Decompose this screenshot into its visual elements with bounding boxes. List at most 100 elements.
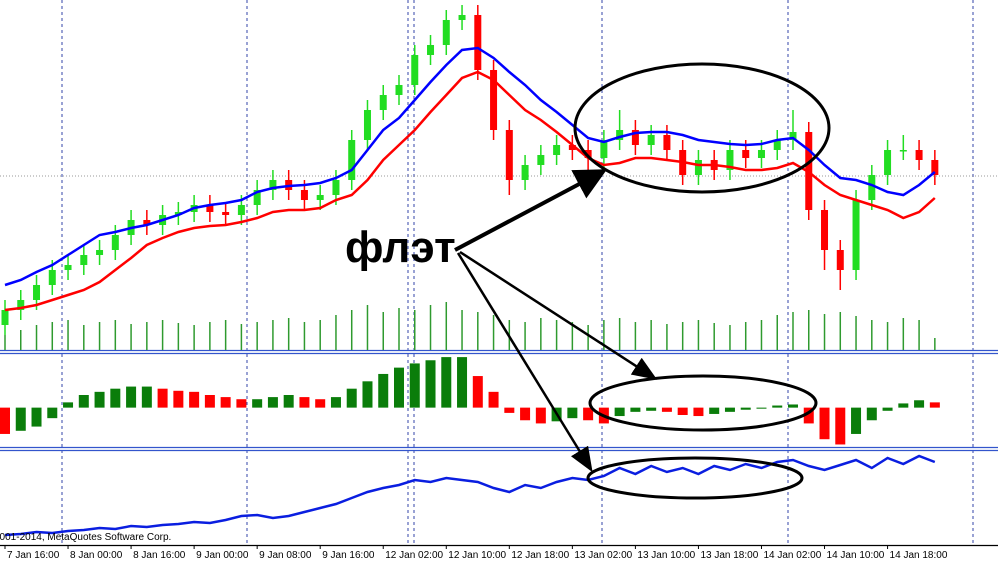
- candle-body: [427, 45, 435, 55]
- x-tick-label: 12 Jan 18:00: [511, 550, 569, 561]
- candle-body: [363, 110, 371, 140]
- oscillator-bar: [267, 397, 278, 408]
- oscillator-bar: [299, 397, 310, 408]
- oscillator-bar: [866, 407, 877, 421]
- oscillator-bar: [740, 407, 751, 410]
- x-tick-label: 12 Jan 02:00: [385, 550, 443, 561]
- oscillator-bar: [504, 407, 515, 413]
- candle-body: [64, 265, 72, 270]
- candle-body: [553, 145, 561, 155]
- annotations: [454, 62, 831, 500]
- candle-body: [852, 200, 860, 270]
- x-tick-label: 13 Jan 02:00: [574, 550, 632, 561]
- oscillator-bar: [661, 407, 672, 412]
- oscillator-bar: [819, 407, 830, 440]
- candle-body: [490, 70, 498, 130]
- oscillator-bar: [141, 386, 152, 408]
- candle-body: [411, 55, 419, 85]
- oscillator-bar: [788, 404, 798, 408]
- candle-body: [616, 130, 624, 140]
- oscillator-bar: [929, 402, 940, 408]
- oscillator-bar: [409, 363, 420, 408]
- candle-body: [836, 250, 844, 270]
- candle-body: [1, 310, 9, 325]
- oscillator-bar: [535, 407, 546, 424]
- candle-body: [868, 175, 876, 200]
- candle-body: [884, 150, 892, 175]
- candle-body: [300, 190, 308, 200]
- oscillator-bar: [693, 407, 704, 417]
- oscillator-bar: [47, 407, 58, 419]
- oscillator-bar: [803, 407, 814, 424]
- oscillator-bar: [614, 407, 625, 417]
- oscillator-bar: [204, 395, 215, 408]
- candle-body: [568, 145, 576, 150]
- candle-body: [821, 210, 829, 250]
- candle-body: [663, 135, 671, 150]
- oscillator-bar: [898, 403, 909, 408]
- oscillator-bar: [189, 391, 200, 408]
- x-tick-label: 12 Jan 10:00: [448, 550, 506, 561]
- candle-body: [96, 250, 104, 255]
- candle-body: [537, 155, 545, 165]
- oscillator-bar: [756, 407, 767, 409]
- candle-body: [80, 255, 88, 265]
- oscillator-bar: [157, 388, 168, 408]
- candle-body: [206, 205, 214, 212]
- candle-body: [33, 285, 41, 300]
- oscillator-bar: [0, 407, 10, 434]
- oscillator-bar: [346, 388, 357, 408]
- candle-body: [316, 195, 324, 200]
- oscillator-bar: [283, 395, 294, 408]
- x-tick-label: 8 Jan 00:00: [70, 550, 123, 561]
- panel-borders: [0, 349, 998, 547]
- oscillator-bar: [252, 399, 263, 408]
- candle-body: [332, 180, 340, 195]
- candle-body: [269, 180, 277, 190]
- x-tick-label: 13 Jan 10:00: [637, 550, 695, 561]
- oscillator-bar: [441, 357, 452, 408]
- oscillator-bar: [63, 402, 74, 408]
- oscillator-bar: [94, 391, 105, 408]
- oscillator-bar: [677, 407, 688, 415]
- oscillator-bar: [330, 397, 341, 408]
- candle-body: [789, 132, 797, 140]
- x-tick-label: 14 Jan 18:00: [890, 550, 948, 561]
- oscillator-bar: [630, 407, 641, 412]
- candle-body: [931, 160, 939, 175]
- x-tick-label: 9 Jan 16:00: [322, 550, 375, 561]
- oscillator-bar: [315, 399, 326, 408]
- oscillator-bar: [236, 399, 247, 408]
- candle-body: [253, 190, 261, 205]
- candle-body: [915, 150, 923, 160]
- moving-average: [4, 70, 936, 312]
- candle-body: [757, 150, 765, 158]
- oscillator-bar: [378, 373, 389, 408]
- oscillator-bar: [394, 367, 404, 408]
- copyright: 2001-2014, MetaQuotes Software Corp.: [0, 532, 171, 543]
- candle-body: [222, 212, 230, 215]
- oscillator-bar: [724, 407, 735, 412]
- x-tick-label: 8 Jan 16:00: [133, 550, 186, 561]
- candle-body: [395, 85, 403, 95]
- oscillator-bar: [520, 407, 531, 421]
- oscillator-bar: [173, 390, 184, 408]
- oscillator-bar: [646, 407, 657, 411]
- candle-body: [458, 15, 466, 20]
- oscillator-bar: [882, 407, 893, 411]
- oscillator-bar: [709, 407, 720, 414]
- annotation-flat: флэт: [345, 223, 456, 272]
- oscillator-bar: [583, 407, 594, 421]
- candle-body: [237, 205, 245, 215]
- oscillator-bar: [851, 407, 862, 434]
- oscillator-bar: [488, 391, 499, 408]
- candle-body: [143, 220, 151, 225]
- candle-body: [694, 160, 702, 175]
- candle-body: [505, 130, 513, 180]
- candle-body: [48, 270, 56, 285]
- candle-body: [442, 20, 450, 45]
- moving-average: [4, 46, 936, 287]
- oscillator-bar: [31, 407, 42, 427]
- candle-body: [773, 140, 781, 150]
